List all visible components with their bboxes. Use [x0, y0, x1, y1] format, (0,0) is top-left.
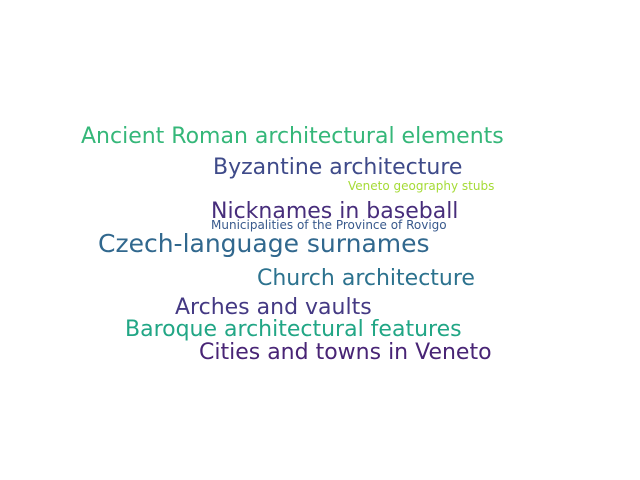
cloud-word: Ancient Roman architectural elements	[81, 124, 504, 149]
cloud-word: Nicknames in baseball	[211, 199, 459, 224]
cloud-word: Baroque architectural features	[125, 317, 462, 342]
cloud-word: Municipalities of the Province of Rovigo	[211, 218, 447, 232]
cloud-word: Veneto geography stubs	[348, 179, 495, 193]
cloud-word: Church architecture	[257, 266, 475, 291]
cloud-word: Byzantine architecture	[213, 155, 463, 180]
cloud-word: Cities and towns in Veneto	[199, 340, 492, 365]
cloud-word: Arches and vaults	[175, 295, 372, 320]
cloud-word: Czech-language surnames	[98, 229, 430, 258]
